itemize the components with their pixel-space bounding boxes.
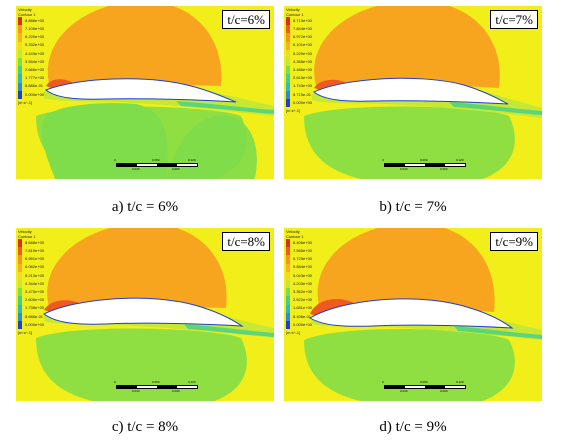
scale-label: 0.090	[172, 389, 180, 393]
scale-label: 0.090	[440, 389, 448, 393]
tc-label: t/c=6%	[222, 10, 270, 29]
legend-value: 5.213e+00	[25, 272, 45, 278]
legend-subtitle: Contour 1	[286, 11, 304, 17]
contour-panel-a: Velocity Contour 1 8.886e+00 7.109e+00 6…	[16, 6, 274, 179]
scale-label: 0.090	[440, 167, 448, 171]
legend-unit: [m s^-1]	[18, 330, 33, 336]
legend-value: 2.606e+00	[25, 297, 45, 303]
contour-panel-b: Velocity Contour 1 8.715e+00 7.844e+00 6…	[284, 6, 542, 179]
legend-value: 6.101e+00	[293, 42, 313, 48]
legend-unit: [m s^-1]	[18, 99, 33, 105]
legend-value: 0.000e+00	[293, 99, 313, 105]
legend-value: 5.332e+00	[25, 42, 45, 48]
contour-panel-c: Velocity Contour 1 8.688e+00 7.819e+00 6…	[16, 228, 274, 401]
scale-bar: 0 0.060 0.120 (m) 0.030 0.090	[382, 158, 466, 172]
contour-panel-d: Velocity Contour 1 8.406e+00 7.565e+00 6…	[284, 228, 542, 401]
legend-title: Velocity	[18, 229, 32, 234]
legend-value: 5.229e+00	[293, 50, 313, 56]
legend-value: 3.475e+00	[25, 288, 45, 294]
scale-label: 0	[382, 380, 384, 384]
legend-value: 2.522e+00	[293, 297, 313, 303]
legend-value: 8.688e+00	[25, 239, 45, 245]
scale-label: 0	[114, 380, 116, 384]
legend-value: 4.443e+00	[25, 50, 45, 56]
legend-value: 4.344e+00	[25, 280, 45, 286]
legend-value: 1.777e+00	[25, 75, 45, 81]
caption-b: b) t/c = 7%	[379, 199, 447, 215]
legend-value: 6.082e+00	[25, 264, 45, 270]
legend-unit: [m s^-1]	[286, 330, 301, 336]
tc-label: t/c=8%	[222, 232, 270, 251]
legend-value: 7.819e+00	[25, 248, 45, 254]
legend-value: 1.738e+00	[25, 305, 45, 311]
velocity-contour-b	[284, 6, 542, 179]
tc-label: t/c=9%	[490, 232, 538, 251]
legend-value: 6.951e+00	[25, 256, 45, 262]
legend-value: 5.884e+00	[293, 264, 313, 270]
legend-value: 6.220e+00	[25, 34, 45, 40]
scale-label: 0.060	[152, 158, 160, 162]
legend-value: 8.406e+00	[293, 239, 313, 245]
legend-value: 7.565e+00	[293, 248, 313, 254]
legend-value: 0.000e+00	[25, 321, 45, 327]
legend-value: 4.203e+00	[293, 280, 313, 286]
scale-label: 0.090	[172, 167, 180, 171]
legend-subtitle: Contour 1	[18, 11, 36, 17]
legend-value: 2.666e+00	[25, 66, 45, 72]
scale-bar: 0 0.060 0.120 (m) 0.030 0.090	[114, 380, 198, 394]
velocity-legend-c: Velocity Contour 1 8.688e+00 7.819e+00 6…	[18, 229, 58, 336]
legend-title: Velocity	[18, 7, 32, 12]
scale-bar: 0 0.060 0.120 (m) 0.030 0.090	[114, 158, 198, 172]
legend-value: 8.715e-01	[293, 91, 312, 97]
scale-label: 0.030	[132, 167, 140, 171]
caption-a: a) t/c = 6%	[111, 199, 179, 215]
caption-c: c) t/c = 8%	[111, 419, 179, 435]
scale-label: 0.030	[400, 167, 408, 171]
legend-title: Velocity	[286, 7, 300, 12]
legend-value: 8.715e+00	[293, 17, 313, 23]
legend-value: 3.362e+00	[293, 288, 313, 294]
scale-bar: 0 0.060 0.120 (m) 0.030 0.090	[382, 380, 466, 394]
legend-value: 4.358e+00	[293, 58, 313, 64]
legend-value: 6.725e+00	[293, 256, 313, 262]
legend-value: 7.844e+00	[293, 26, 313, 32]
scale-label: 0.060	[152, 380, 160, 384]
legend-title: Velocity	[286, 229, 300, 234]
legend-subtitle: Contour 1	[286, 233, 304, 239]
velocity-contour-a	[16, 6, 274, 179]
tc-label: t/c=7%	[490, 10, 538, 29]
velocity-legend-b: Velocity Contour 1 8.715e+00 7.844e+00 6…	[286, 7, 326, 114]
legend-value: 0.000e+00	[293, 321, 313, 327]
velocity-legend-d: Velocity Contour 1 8.406e+00 7.565e+00 6…	[286, 229, 326, 336]
scale-label: 0	[114, 158, 116, 162]
legend-value: 6.972e+00	[293, 34, 313, 40]
legend-value: 7.109e+00	[25, 26, 45, 32]
legend-value: 2.615e+00	[293, 75, 313, 81]
legend-value: 3.554e+00	[25, 58, 45, 64]
caption-d: d) t/c = 9%	[379, 419, 447, 435]
legend-value: 8.886e+00	[25, 17, 45, 23]
velocity-legend-a: Velocity Contour 1 8.886e+00 7.109e+00 6…	[18, 7, 58, 105]
scale-label: 0.030	[132, 389, 140, 393]
legend-value: 5.043e+00	[293, 272, 313, 278]
legend-value: 0.000e+00	[25, 91, 45, 97]
legend-value: 1.743e+00	[293, 83, 313, 89]
legend-value: 8.886e-01	[25, 83, 44, 89]
legend-subtitle: Contour 1	[18, 233, 36, 239]
legend-value: 8.406e-01	[293, 313, 312, 319]
legend-unit: [m s^-1]	[286, 108, 301, 114]
legend-value: 1.681e+00	[293, 305, 313, 311]
scale-label: 0.030	[400, 389, 408, 393]
velocity-contour-d	[284, 228, 542, 401]
legend-value: 8.688e-01	[25, 313, 44, 319]
scale-label: 0.060	[420, 380, 428, 384]
legend-value: 3.486e+00	[293, 66, 313, 72]
scale-label: 0.060	[420, 158, 428, 162]
velocity-contour-c	[16, 228, 274, 401]
scale-label: 0	[382, 158, 384, 162]
